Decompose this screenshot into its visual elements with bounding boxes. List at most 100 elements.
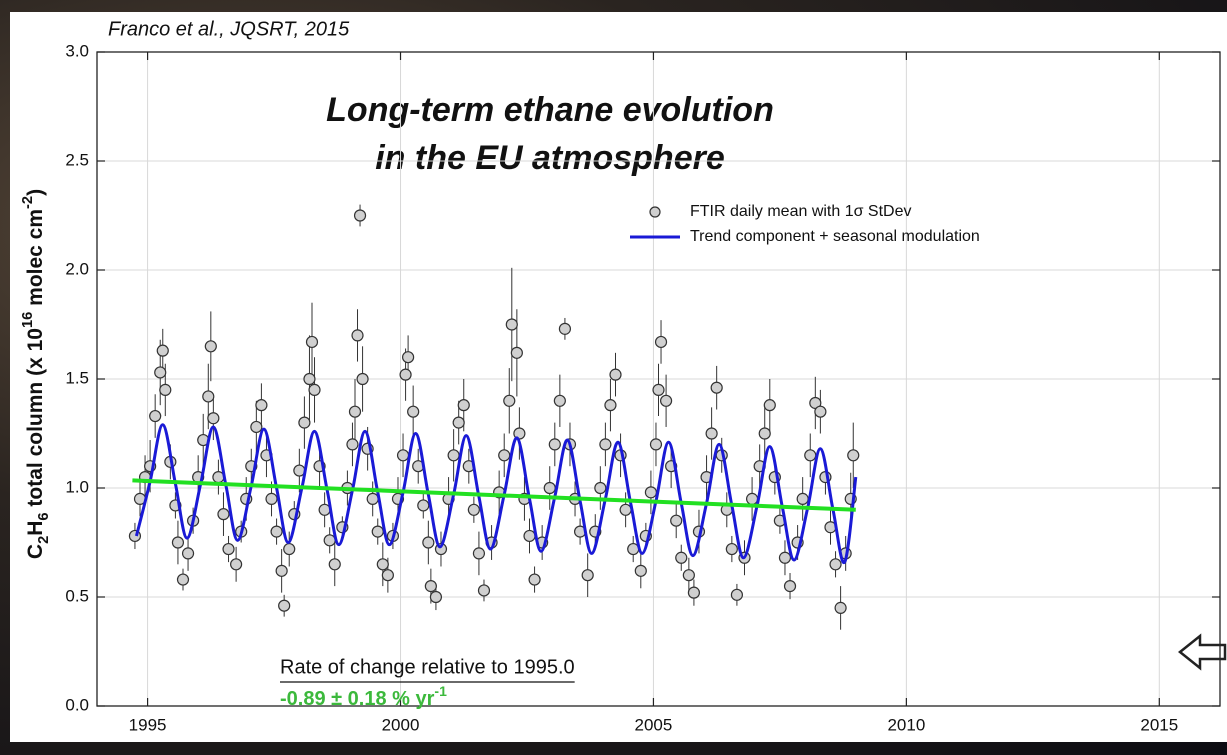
data-point: [346, 438, 359, 451]
data-point: [523, 529, 536, 543]
data-point: [305, 335, 319, 349]
data-point: [447, 449, 460, 462]
plot-frame: [96, 51, 1221, 707]
data-point: [376, 558, 389, 571]
y-axis-label-part: 16: [20, 312, 36, 328]
data-point: [705, 427, 718, 440]
data-point: [609, 368, 622, 381]
data-point: [581, 569, 594, 582]
data-point: [847, 449, 860, 462]
data-point: [270, 525, 283, 538]
data-point: [730, 588, 744, 601]
data-point: [217, 508, 230, 521]
data-point: [407, 405, 420, 418]
legend-marker: [649, 206, 661, 218]
rate-value-part: -1: [434, 683, 447, 699]
data-point: [181, 547, 195, 560]
data-point: [594, 481, 607, 495]
data-point: [156, 344, 169, 357]
y-tick-label: 0.5: [65, 586, 89, 605]
data-point: [652, 383, 665, 396]
y-axis-label-part: 2: [36, 536, 52, 544]
data-point: [659, 394, 673, 407]
data-point: [366, 492, 379, 505]
data-point: [323, 534, 336, 547]
data-point: [176, 573, 190, 586]
data-point: [814, 405, 827, 418]
data-point: [265, 492, 278, 505]
citation: Franco et al., JQSRT, 2015: [108, 18, 350, 40]
y-tick-label: 2.5: [65, 150, 89, 169]
data-point: [417, 499, 430, 512]
data-point: [682, 569, 695, 582]
data-point: [758, 427, 771, 440]
data-point: [424, 579, 437, 593]
data-point: [298, 416, 311, 429]
x-tick-label: 1995: [129, 715, 167, 734]
data-point: [202, 390, 215, 403]
x-tick-label: 2005: [635, 715, 673, 734]
data-point: [829, 558, 842, 571]
y-axis-label-part: C: [24, 544, 47, 559]
rate-value: -0.89 ± 0.18 % yr-1: [280, 683, 447, 711]
data-point: [351, 329, 364, 342]
legend-label: Trend component + seasonal modulation: [690, 228, 980, 245]
data-point: [619, 503, 632, 516]
data-point: [710, 381, 723, 394]
data-point: [763, 399, 776, 412]
data-point: [328, 558, 341, 571]
data-point: [634, 564, 647, 577]
data-point: [204, 340, 217, 353]
x-tick-label: 2010: [887, 715, 925, 734]
data-point: [278, 599, 291, 612]
y-tick-label: 0.0: [65, 695, 89, 714]
data-point: [154, 366, 167, 379]
data-point: [675, 551, 688, 564]
y-axis-label-part: -2: [20, 196, 36, 209]
data-point: [381, 569, 394, 582]
data-point: [528, 573, 541, 586]
y-tick-label: 1.0: [65, 477, 89, 496]
data-point: [654, 335, 668, 349]
y-tick-label: 3.0: [65, 41, 89, 60]
legend-label: FTIR daily mean with 1σ StDev: [690, 203, 912, 220]
data-point: [472, 547, 486, 560]
data-point: [356, 372, 369, 386]
data-point: [599, 438, 612, 451]
data-point: [353, 209, 367, 222]
data-point: [396, 449, 410, 462]
y-tick-label: 2.0: [65, 259, 89, 278]
data-point: [429, 590, 443, 604]
line-series: [132, 478, 856, 512]
data-point: [207, 412, 220, 425]
data-point: [558, 322, 572, 335]
chart-title: in the EU atmosphere: [375, 139, 725, 177]
data-point: [804, 449, 817, 462]
data-point: [687, 586, 701, 599]
y-axis-label-part: total column (x 10: [24, 328, 47, 512]
data-point: [171, 536, 185, 549]
data-point: [422, 536, 435, 549]
y-axis-label: C2H6 total column (x 1016 molec cm-2): [20, 189, 52, 559]
data-point: [283, 542, 296, 556]
y-axis-label-part: 6: [36, 512, 52, 520]
data-point: [452, 416, 465, 429]
data-point: [149, 409, 162, 423]
data-point: [725, 542, 738, 556]
data-point: [399, 368, 412, 381]
data-point: [457, 399, 470, 412]
y-axis-label-part: ): [24, 189, 47, 196]
data-point: [649, 438, 663, 451]
data-point: [644, 486, 658, 499]
chart-title: Long-term ethane evolution: [326, 91, 774, 129]
x-tick-label: 2015: [1140, 715, 1178, 734]
data-point: [745, 492, 759, 505]
data-point: [477, 584, 491, 597]
data-point: [510, 346, 523, 359]
data-point: [308, 383, 321, 396]
y-axis-label-part: H: [24, 521, 47, 536]
data-point: [498, 449, 511, 462]
data-point: [783, 579, 797, 593]
data-point: [348, 405, 362, 418]
